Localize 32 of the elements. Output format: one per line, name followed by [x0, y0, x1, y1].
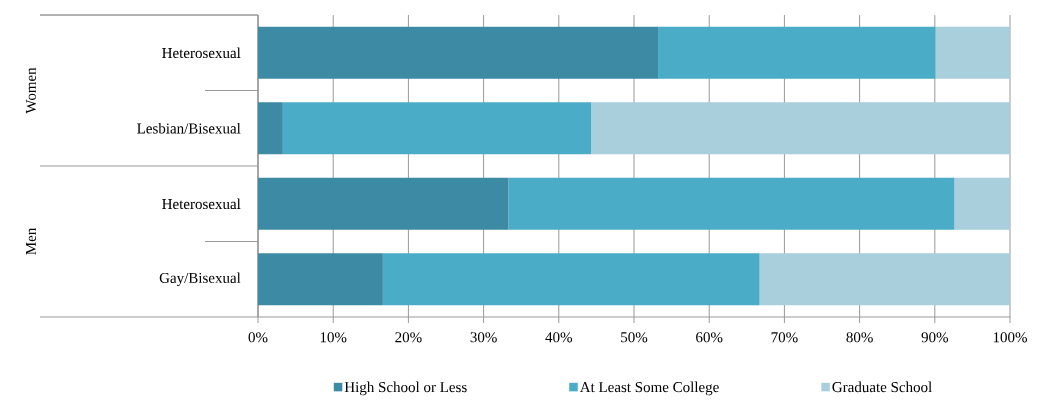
x-tick-label: 40%	[545, 332, 573, 343]
bar	[935, 26, 1011, 79]
x-tick-label: 0%	[248, 332, 268, 343]
x-tick-label: 10%	[320, 332, 347, 343]
bar	[258, 26, 659, 79]
bar	[508, 177, 955, 230]
bar	[282, 102, 592, 155]
y-tick-label: Heterosexual	[162, 198, 241, 210]
x-tick-label: 100%	[993, 332, 1027, 343]
text: Women	[25, 67, 37, 114]
x-tick-label: 20%	[395, 332, 422, 343]
bar	[258, 102, 283, 155]
bar	[382, 253, 760, 306]
bar	[591, 102, 1011, 155]
text: Men	[26, 227, 36, 255]
x-tick-label: 60%	[696, 332, 723, 343]
legend-label: Graduate School	[832, 381, 932, 393]
bar	[258, 177, 509, 230]
x-tick-label: 90%	[921, 332, 949, 343]
x-tick-label: 80%	[846, 332, 873, 343]
x-tick-label: 50%	[621, 332, 648, 343]
bar	[258, 253, 383, 306]
legend-label: High School or Less	[344, 381, 467, 396]
x-tick-label: 70%	[771, 332, 798, 343]
y-tick-label: Gay/Bisexual	[159, 272, 241, 287]
bar	[954, 177, 1011, 230]
bar	[658, 26, 936, 79]
legend-label: At Least Some College	[579, 381, 719, 396]
y-tick-label: Lesbian/Bisexual	[137, 122, 241, 134]
y-tick-label: Heterosexual	[162, 47, 241, 59]
x-tick-label: 30%	[470, 332, 497, 343]
bar	[759, 253, 1011, 306]
